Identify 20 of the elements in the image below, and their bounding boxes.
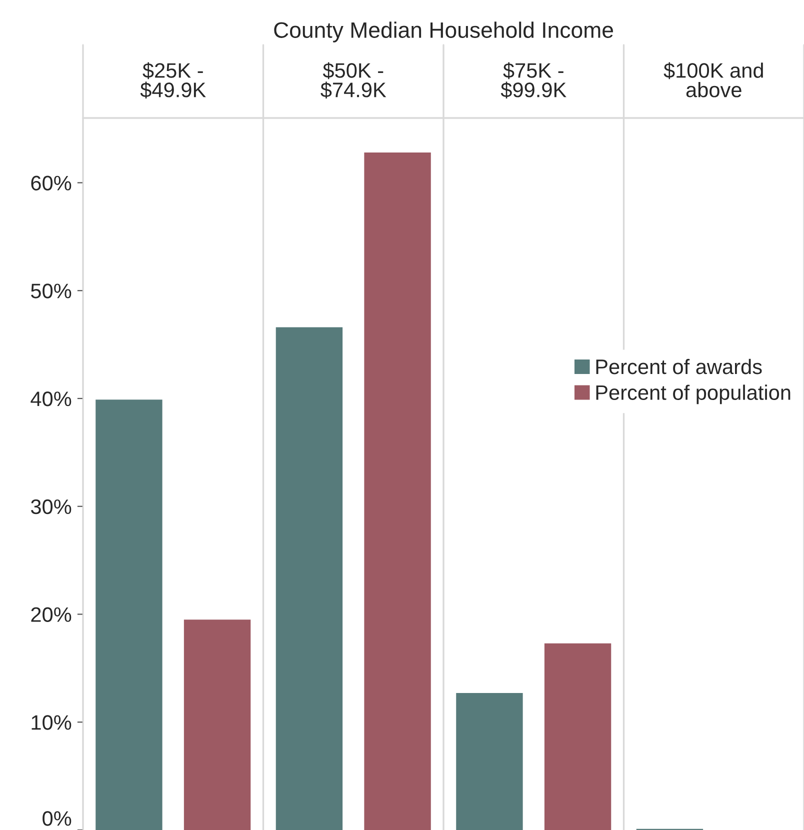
y-tick-label: 60% [31, 176, 72, 190]
legend-label: Percent of population [596, 384, 790, 404]
y-tick-label: 50% [31, 284, 72, 298]
y-tick-label: 30% [30, 499, 72, 514]
bar [96, 400, 162, 830]
y-tick-label: 10% [32, 715, 72, 730]
bar [456, 692, 523, 830]
x-tick-label: $50K - $74.9K [320, 62, 386, 99]
x-tick-label: $100K and above [664, 62, 763, 98]
bar [184, 620, 251, 830]
chart-title: County Median Household Income [274, 22, 613, 42]
y-tick-label: 0% [42, 811, 72, 826]
bar [364, 152, 431, 830]
y-tick-label: 20% [31, 607, 72, 622]
x-tick-label: $25K - $49.9K [140, 62, 206, 99]
legend-label: Percent of awards [596, 358, 762, 374]
y-tick-label: 40% [30, 391, 72, 406]
bar [276, 327, 343, 830]
bar [544, 643, 612, 830]
x-tick-label: $75K - $99.9K [500, 62, 566, 99]
